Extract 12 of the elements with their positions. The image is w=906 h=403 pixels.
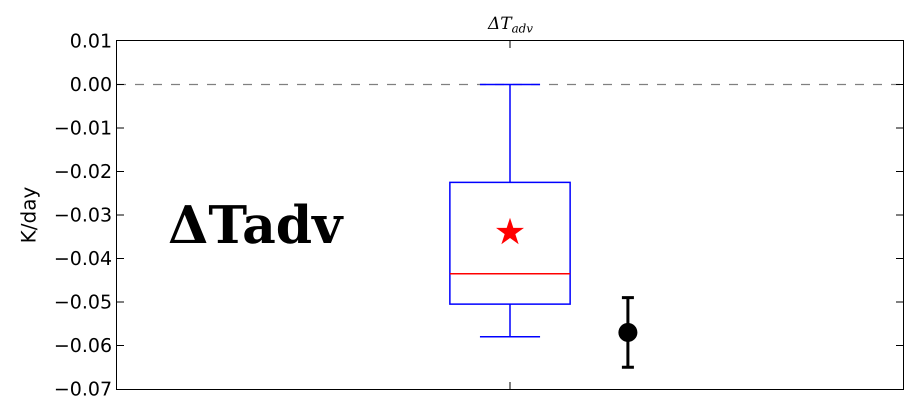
y-tick-label: 0.01 bbox=[70, 30, 112, 53]
y-tick-label: −0.07 bbox=[54, 378, 112, 401]
y-tick-label: −0.05 bbox=[54, 292, 112, 314]
y-axis-title: K/day bbox=[16, 186, 40, 244]
text: ΔTadv bbox=[168, 195, 344, 256]
y-tick-label: −0.01 bbox=[54, 118, 112, 140]
y-tick-label: −0.04 bbox=[54, 248, 112, 270]
y-tick-label: −0.06 bbox=[54, 335, 112, 358]
text: ΔT$_{adv}$ bbox=[486, 14, 534, 36]
y-tick-label: −0.02 bbox=[54, 161, 112, 184]
y-tick-label: −0.03 bbox=[54, 204, 112, 227]
y-tick-label: 0.00 bbox=[70, 74, 112, 96]
